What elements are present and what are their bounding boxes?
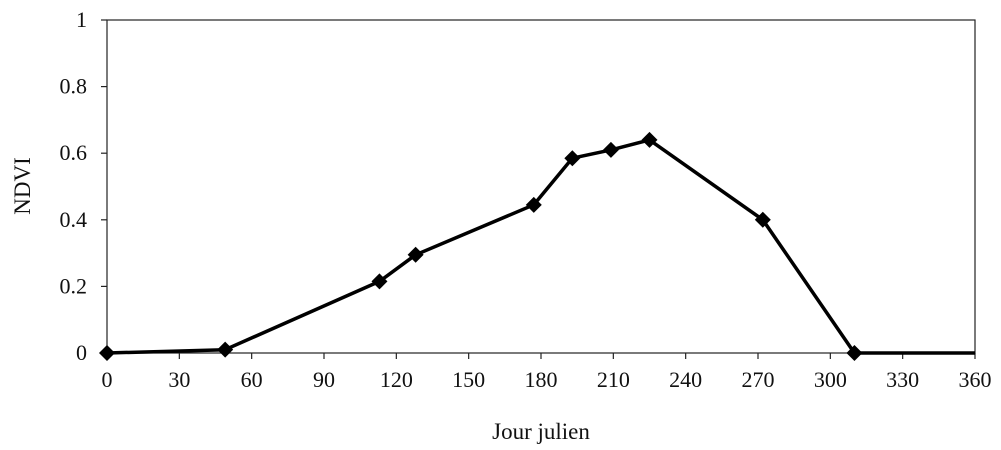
x-tick-label: 30 <box>168 367 190 392</box>
data-point-diamond <box>407 246 424 263</box>
data-point-diamond <box>846 345 863 361</box>
x-tick-label: 150 <box>452 367 485 392</box>
x-axis-ticks: 0 30 60 90 120 150 180 210 240 270 300 330 360 <box>102 353 992 392</box>
y-tick-label: 1 <box>76 7 87 32</box>
data-point-diamond <box>641 131 658 148</box>
x-tick-label: 60 <box>241 367 263 392</box>
x-tick-label: 180 <box>525 367 558 392</box>
y-tick-label: 0.2 <box>60 273 88 298</box>
data-point-diamond <box>602 141 619 158</box>
data-point-diamond <box>564 150 581 167</box>
x-tick-label: 300 <box>814 367 847 392</box>
data-point-diamond <box>99 345 115 361</box>
x-tick-label: 210 <box>597 367 630 392</box>
y-tick-label: 0 <box>76 340 87 365</box>
x-tick-label: 330 <box>886 367 919 392</box>
y-axis-title: NDVI <box>10 157 35 215</box>
x-tick-label: 90 <box>313 367 335 392</box>
data-point-diamond <box>371 273 388 290</box>
y-tick-label: 0.4 <box>60 207 88 232</box>
x-tick-label: 0 <box>102 367 113 392</box>
series-layer <box>99 131 975 361</box>
x-tick-label: 270 <box>742 367 775 392</box>
x-tick-label: 360 <box>959 367 992 392</box>
y-tick-label: 0.8 <box>60 74 88 99</box>
plot-area <box>106 19 976 354</box>
x-tick-label: 120 <box>380 367 413 392</box>
y-tick-label: 0.6 <box>60 140 88 165</box>
y-axis-ticks: 0 0.2 0.4 0.6 0.8 1 <box>60 7 107 365</box>
x-tick-label: 240 <box>669 367 702 392</box>
data-point-diamond <box>217 341 234 358</box>
x-axis-title: Jour julien <box>492 419 590 444</box>
data-point-diamond <box>754 211 771 228</box>
data-point-diamond <box>525 196 542 213</box>
